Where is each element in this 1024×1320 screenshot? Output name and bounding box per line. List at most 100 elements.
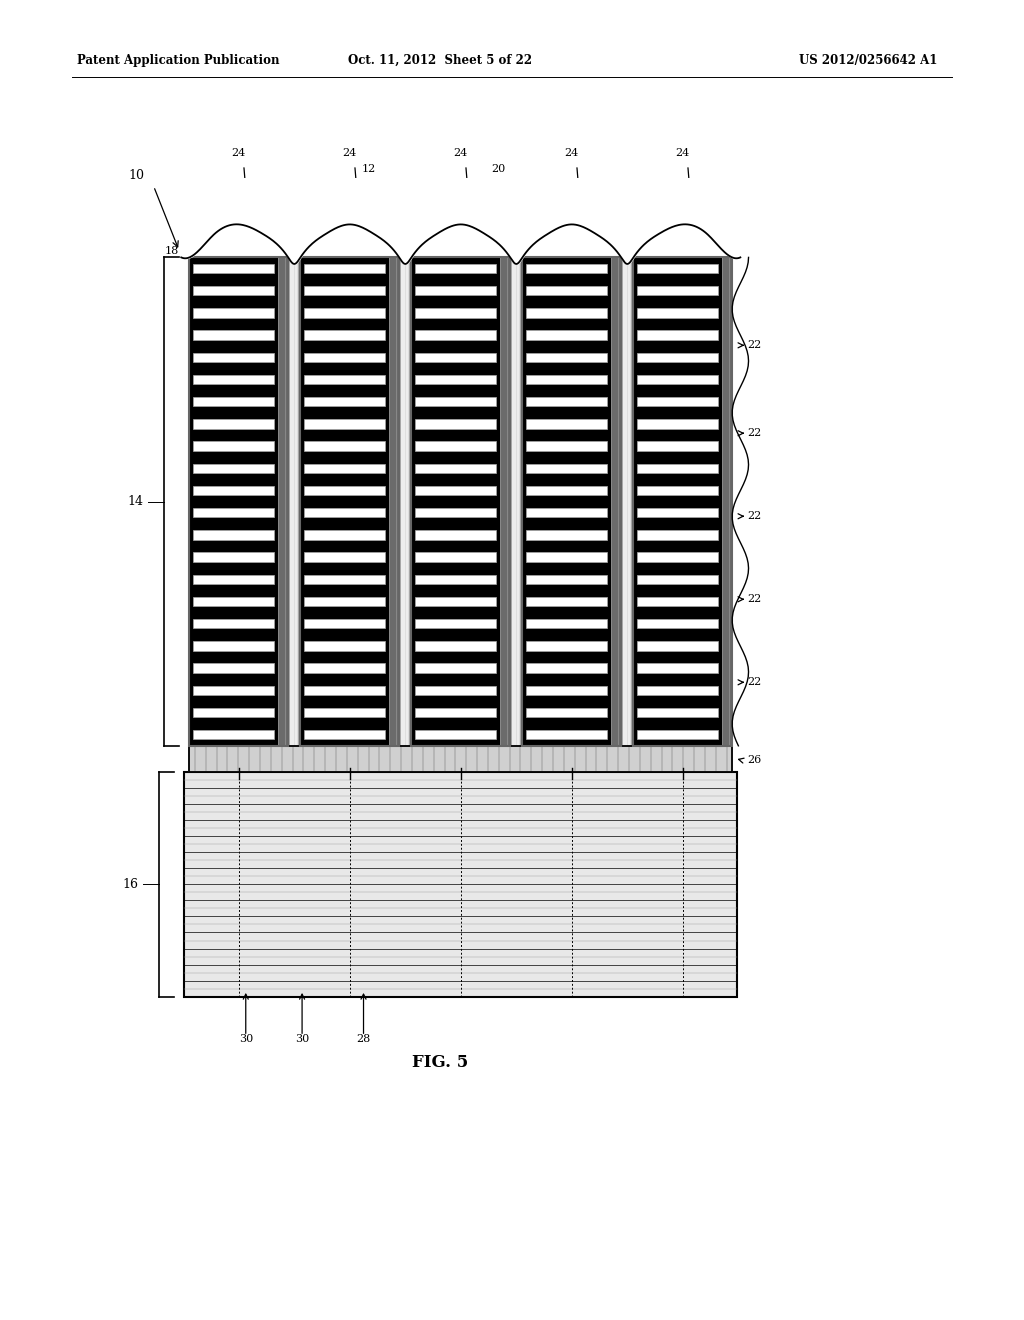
Bar <box>304 397 385 407</box>
Bar <box>194 553 274 562</box>
Bar <box>416 375 497 384</box>
Bar <box>416 264 497 273</box>
Bar <box>637 441 719 450</box>
Bar <box>304 420 385 429</box>
Bar <box>416 597 497 606</box>
Text: 22: 22 <box>748 594 762 605</box>
Bar <box>637 685 719 694</box>
Bar <box>189 746 732 772</box>
Bar <box>304 619 385 628</box>
Bar <box>304 597 385 606</box>
Bar <box>189 257 288 746</box>
Bar <box>522 257 622 746</box>
Bar <box>637 375 719 384</box>
Text: 10: 10 <box>128 169 144 182</box>
Text: 26: 26 <box>748 755 762 766</box>
Bar <box>637 286 719 296</box>
Bar <box>634 257 732 746</box>
Bar <box>526 619 607 628</box>
Bar <box>416 508 497 517</box>
Bar <box>622 257 634 746</box>
Bar <box>637 352 719 362</box>
Bar <box>526 463 607 473</box>
Bar <box>637 309 719 318</box>
Bar <box>526 309 607 318</box>
Bar <box>526 375 607 384</box>
Bar <box>194 397 274 407</box>
Text: 30: 30 <box>239 1034 253 1044</box>
Text: 24: 24 <box>676 148 690 158</box>
Bar <box>522 257 622 746</box>
Bar <box>526 397 607 407</box>
Text: 24: 24 <box>231 148 246 158</box>
Bar <box>611 257 622 746</box>
Bar <box>304 664 385 673</box>
Bar <box>194 730 274 739</box>
Bar <box>304 708 385 717</box>
Bar <box>194 352 274 362</box>
Bar <box>637 553 719 562</box>
Bar <box>416 574 497 583</box>
Bar <box>416 553 497 562</box>
Bar <box>526 574 607 583</box>
Bar <box>189 257 288 746</box>
Bar <box>637 708 719 717</box>
Bar <box>410 257 412 746</box>
Bar <box>300 257 399 746</box>
Bar <box>526 597 607 606</box>
Bar <box>399 257 401 746</box>
Bar <box>194 664 274 673</box>
Bar <box>637 597 719 606</box>
Bar <box>194 597 274 606</box>
Text: 30: 30 <box>295 1034 309 1044</box>
Text: 28: 28 <box>356 1034 371 1044</box>
Bar <box>637 264 719 273</box>
Bar <box>304 553 385 562</box>
Text: 24: 24 <box>454 148 468 158</box>
Bar <box>637 486 719 495</box>
Text: 22: 22 <box>748 677 762 688</box>
Bar <box>304 574 385 583</box>
Text: 14: 14 <box>127 495 143 508</box>
Bar <box>304 375 385 384</box>
Bar <box>194 264 274 273</box>
Bar <box>416 463 497 473</box>
Bar <box>416 531 497 540</box>
Bar <box>510 257 512 746</box>
Bar <box>194 463 274 473</box>
Bar <box>304 309 385 318</box>
Bar <box>416 642 497 651</box>
Bar <box>304 642 385 651</box>
Bar <box>637 531 719 540</box>
Bar <box>634 257 732 746</box>
Bar <box>194 330 274 339</box>
Bar <box>526 553 607 562</box>
Bar <box>194 486 274 495</box>
Bar <box>722 257 732 746</box>
Text: 22: 22 <box>748 341 762 350</box>
Bar <box>304 685 385 694</box>
Bar <box>526 352 607 362</box>
Bar <box>304 730 385 739</box>
Bar <box>416 664 497 673</box>
Bar <box>416 397 497 407</box>
Bar <box>637 619 719 628</box>
Text: 20: 20 <box>492 164 506 174</box>
Bar <box>194 420 274 429</box>
Bar <box>526 642 607 651</box>
Bar <box>637 463 719 473</box>
Text: Oct. 11, 2012  Sheet 5 of 22: Oct. 11, 2012 Sheet 5 of 22 <box>348 54 532 67</box>
Bar <box>304 508 385 517</box>
Bar <box>194 309 274 318</box>
Bar <box>637 508 719 517</box>
Bar <box>304 264 385 273</box>
Text: US 2012/0256642 A1: US 2012/0256642 A1 <box>799 54 937 67</box>
Bar <box>288 257 291 746</box>
Bar <box>501 257 510 746</box>
Bar <box>194 708 274 717</box>
Bar <box>416 486 497 495</box>
Bar <box>526 730 607 739</box>
Bar <box>194 441 274 450</box>
Bar <box>189 746 732 772</box>
Bar <box>194 642 274 651</box>
